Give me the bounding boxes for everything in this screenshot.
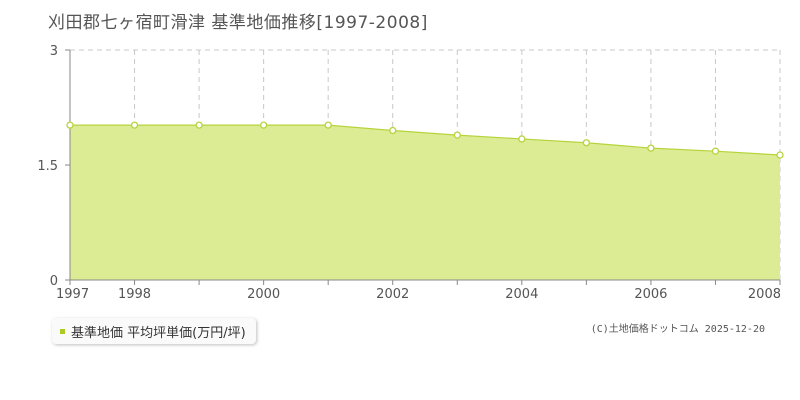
data-point [453, 131, 461, 139]
x-tick-label: 2002 [376, 287, 409, 302]
data-markers [66, 121, 784, 159]
data-point [518, 135, 526, 143]
axes [65, 49, 781, 285]
data-point [259, 121, 268, 129]
data-point [66, 121, 74, 129]
series-line [70, 124, 781, 156]
data-point [776, 151, 784, 159]
legend-swatch [60, 328, 65, 334]
y-tick-label: 0 [50, 274, 58, 289]
data-point [582, 139, 591, 147]
y-tick-label: 1.5 [37, 159, 58, 174]
x-tick-label: 2000 [247, 287, 280, 302]
data-area [70, 124, 781, 280]
data-point [324, 121, 332, 129]
data-point [647, 144, 655, 152]
series-area [70, 125, 780, 280]
chart-canvas: 0 1.5 3 1997 1998 2000 2002 2004 2006 2008 [37, 44, 784, 302]
data-point [130, 121, 139, 129]
data-point [195, 121, 203, 129]
data-point [389, 126, 397, 135]
x-tick-label: 1997 [56, 287, 89, 302]
tick-labels: 0 1.5 3 1997 1998 2000 2002 2004 2006 2008 [37, 44, 781, 302]
data-point [711, 147, 720, 155]
x-tick-label: 2006 [634, 287, 667, 302]
legend-label: 基準地価 平均坪単価(万円/坪) [71, 325, 246, 341]
x-tick-label: 2008 [748, 287, 781, 302]
y-tick-label: 3 [50, 44, 58, 59]
copyright-credit: (C)土地価格ドットコム 2025-12-20 [590, 324, 765, 335]
chart-title: 刈田郡七ヶ宿町滑津 基準地価推移[1997-2008] [48, 13, 428, 33]
x-tick-label: 2004 [505, 287, 538, 302]
x-tick-label: 1998 [118, 287, 151, 302]
legend: 基準地価 平均坪単価(万円/坪) [52, 318, 256, 344]
